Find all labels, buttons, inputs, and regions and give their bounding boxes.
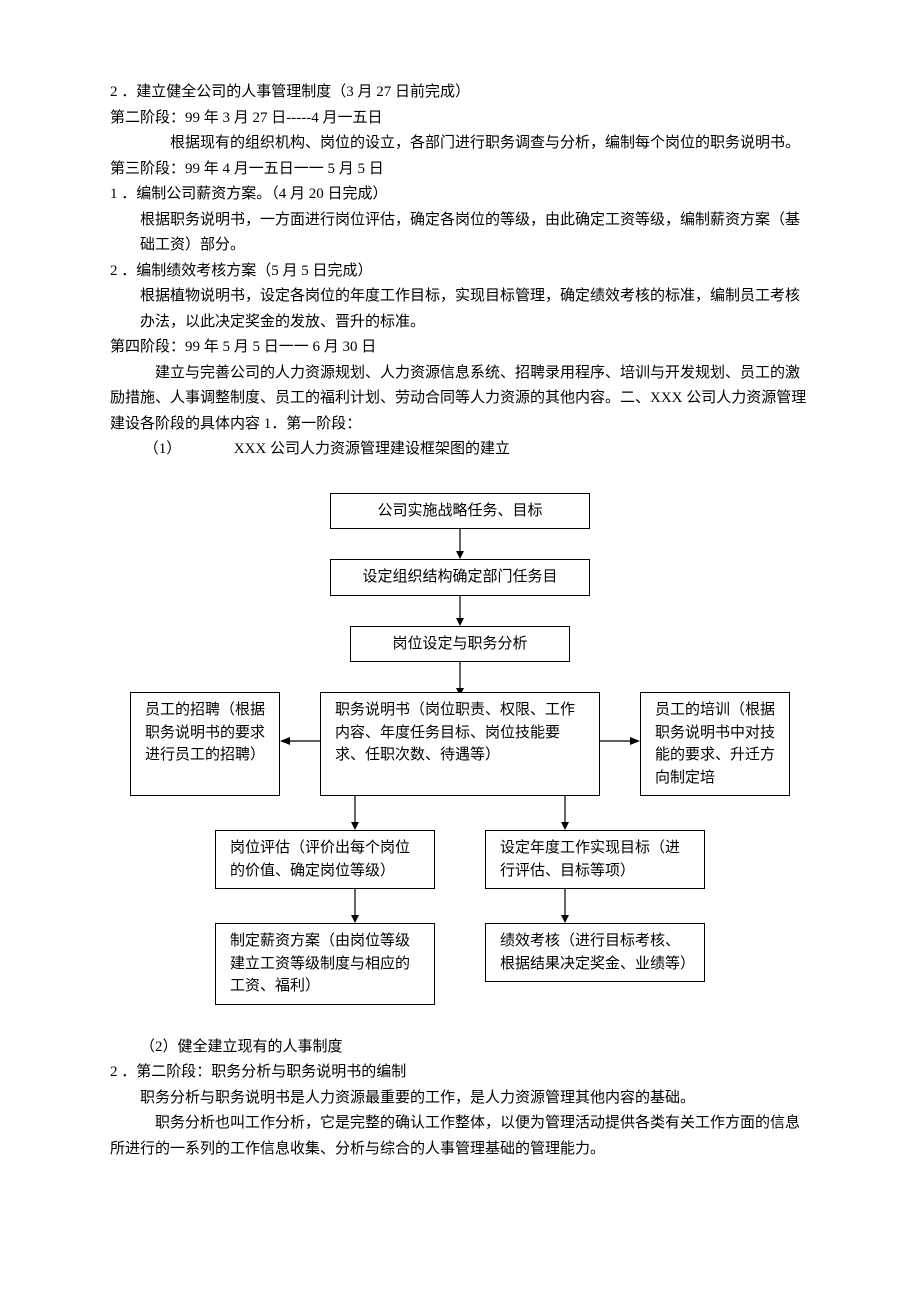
arrow-down-icon (130, 596, 790, 626)
paragraph-line: 根据现有的组织机构、岗位的设立，各部门进行职务调查与分析，编制每个岗位的职务说明… (110, 131, 810, 157)
paragraph-text: 职务分析与职务说明书是人力资源最重要的工作，是人力资源管理其他内容的基础。 (140, 1090, 695, 1106)
arrow-down-icon (130, 662, 790, 692)
paragraph-line: 2 ．编制绩效考核方案（5 月 5 日完成） (110, 259, 810, 285)
paragraph-line: 职务分析与职务说明书是人力资源最重要的工作，是人力资源管理其他内容的基础。 (110, 1086, 810, 1112)
hr-framework-flowchart: 公司实施战略任务、目标 设定组织结构确定部门任务目 岗位设定与职务分析 员工的招… (130, 493, 790, 1005)
arrow-pair (130, 889, 790, 923)
paragraph-line: 第四阶段：99 年 5 月 5 日一一 6 月 30 日 (110, 335, 810, 361)
flow-node-job-setup: 岗位设定与职务分析 (350, 626, 570, 663)
flow-node-goal: 设定年度工作实现目标（进行评估、目标等项） (485, 830, 705, 889)
paragraph-line: 2 ．建立健全公司的人事管理制度（3 月 27 日前完成） (110, 80, 810, 106)
list-marker: （1） (144, 441, 182, 457)
paragraph-text: XXX 公司人力资源管理建设框架图的建立 (234, 441, 510, 457)
paragraph-line: （2）健全建立现有的人事制度 (110, 1035, 810, 1061)
paragraph-line: 根据职务说明书，一方面进行岗位评估，确定各岗位的等级，由此确定工资等级，编制薪资… (110, 208, 810, 259)
paragraph-text: 建立与完善公司的人力资源规划、人力资源信息系统、招聘录用程序、培训与开发规划、员… (110, 365, 806, 432)
paragraph-text: 职务分析也叫工作分析，它是完整的确认工作整体，以便为管理活动提供各类有关工作方面… (110, 1115, 800, 1157)
paragraph-text: 根据现有的组织机构、岗位的设立，各部门进行职务调查与分析，编制每个岗位的职务说明… (170, 135, 800, 151)
flow-node-evaluate: 岗位评估（评价出每个岗位的价值、确定岗位等级） (215, 830, 435, 889)
flow-node-train: 员工的培训（根据职务说明书中对技能的要求、升迁方向制定培 (640, 692, 790, 796)
arrow-down-icon (555, 796, 575, 830)
paragraph-line: 2 ．第二阶段：职务分析与职务说明书的编制 (110, 1060, 810, 1086)
flow-node-recruit: 员工的招聘（根据职务说明书的要求进行员工的招聘） (130, 692, 280, 796)
paragraph-line: 根据植物说明书，设定各岗位的年度工作目标，实现目标管理，确定绩效考核的标准，编制… (110, 284, 810, 335)
flow-node-perf: 绩效考核（进行目标考核、根据结果决定奖金、业绩等） (485, 923, 705, 982)
paragraph-line: 职务分析也叫工作分析，它是完整的确认工作整体，以便为管理活动提供各类有关工作方面… (110, 1111, 810, 1162)
flow-node-job-desc: 职务说明书（岗位职责、权限、工作内容、年度任务目标、岗位技能要求、任职次数、待遇… (320, 692, 600, 796)
flow-node-strategy: 公司实施战略任务、目标 (330, 493, 590, 530)
paragraph-line: （1） XXX 公司人力资源管理建设框架图的建立 (110, 437, 810, 463)
arrow-down-icon (555, 889, 575, 923)
paragraph-line: 1 ．编制公司薪资方案。（4 月 20 日完成） (110, 182, 810, 208)
arrow-down-icon (345, 796, 365, 830)
arrow-pair (130, 796, 790, 830)
paragraph-line: 建立与完善公司的人力资源规划、人力资源信息系统、招聘录用程序、培训与开发规划、员… (110, 361, 810, 438)
paragraph-line: 第二阶段：99 年 3 月 27 日-----4 月一五日 (110, 106, 810, 132)
flow-node-org: 设定组织结构确定部门任务目 (330, 559, 590, 596)
arrow-down-icon (345, 889, 365, 923)
flow-node-salary: 制定薪资方案（由岗位等级建立工资等级制度与相应的工资、福利） (215, 923, 435, 1005)
paragraph-line: 第三阶段：99 年 4 月一五日一一 5 月 5 日 (110, 157, 810, 183)
arrow-left-icon (280, 734, 320, 748)
arrow-right-icon (600, 734, 640, 748)
arrow-down-icon (130, 529, 790, 559)
